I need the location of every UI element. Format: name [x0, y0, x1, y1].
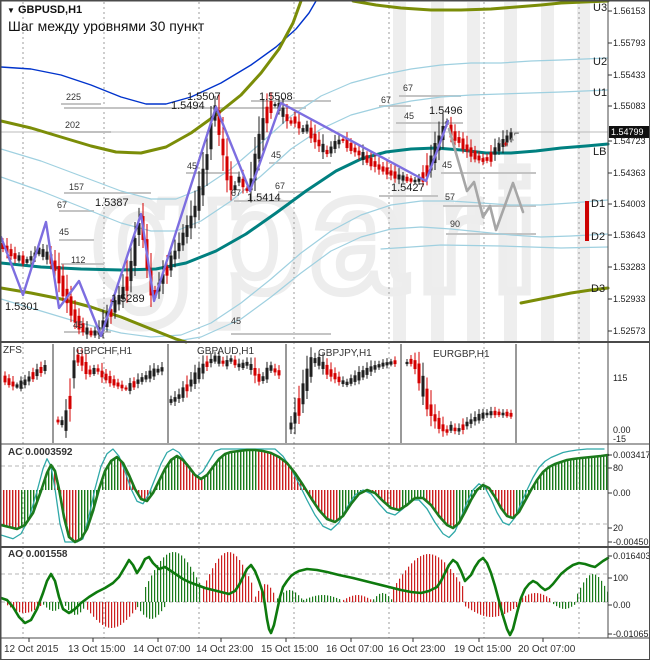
ac-axis-label: 80 [613, 463, 624, 473]
price-axis-label: 1.55793 [613, 38, 646, 48]
pip-distance-label: 67 [381, 95, 392, 105]
band-level-label: D3 [591, 283, 606, 295]
price-axis-label: 1.54003 [613, 199, 646, 209]
price-axis-label: 1.54723 [613, 136, 646, 146]
swing-price-label: 1.5496 [429, 105, 463, 117]
chart-title: GBPUSD,H1 [17, 4, 83, 16]
subchart-title: GBPCHF,H1 [76, 346, 133, 357]
pip-distance-label: 157 [69, 182, 85, 192]
ac-axis-label: 20 [613, 523, 624, 533]
price-axis-label: 1.55083 [613, 101, 646, 111]
swing-price-label: 1.5414 [247, 192, 281, 204]
time-axis-label: 14 Oct 23:00 [196, 644, 254, 655]
swing-price-label: 1.5289 [111, 293, 145, 305]
time-axis-label: 12 Oct 2015 [4, 644, 59, 655]
band-level-label: U3 [593, 2, 608, 14]
subchart-title: ZFS [3, 345, 22, 356]
swing-price-label: 1.5507 [187, 91, 221, 103]
price-axis-label: 1.53643 [613, 230, 646, 240]
band-level-label: LB [593, 146, 607, 158]
swing-price-label: 1.5387 [95, 197, 129, 209]
subchart-axis-label: 115 [613, 373, 628, 383]
time-axis-label: 15 Oct 15:00 [261, 644, 319, 655]
ac-indicator-label: AC 0.0003592 [8, 447, 73, 458]
band-level-label: U2 [593, 56, 608, 68]
ao-axis-label: 0.00 [613, 600, 631, 610]
ac-axis-label: 0.003417 [613, 450, 650, 460]
time-axis-label: 20 Oct 07:00 [518, 644, 576, 655]
forecast-mark: + [497, 136, 503, 146]
price-axis-label: 1.55433 [613, 70, 646, 80]
swing-price-label: 1.5301 [5, 301, 39, 313]
ao-axis-label: 100 [613, 573, 629, 583]
pip-distance-label: 45 [271, 150, 282, 160]
price-axis-label: 1.53283 [613, 262, 646, 272]
forecast-mark: + [503, 139, 509, 149]
swing-price-label: 1.5427 [391, 182, 425, 194]
time-axis-label: 16 Oct 07:00 [326, 644, 384, 655]
pip-distance-label: 45 [187, 161, 198, 171]
pip-distance-label: 202 [65, 120, 81, 130]
current-price-badge: 1.54799 [609, 126, 649, 138]
pip-distance-label: 90 [450, 219, 461, 229]
price-axis-label: 1.52933 [613, 294, 646, 304]
band-level-label: D2 [591, 231, 606, 243]
band-level-label: D1 [591, 198, 606, 210]
ao-axis-label: -0.01065 [613, 629, 649, 639]
time-axis-label: 16 Oct 23:00 [388, 644, 446, 655]
pip-distance-label: 45 [73, 320, 84, 330]
pip-distance-label: 67 [275, 181, 286, 191]
swing-price-label: 1.5494 [171, 100, 205, 112]
subchart-title: GBPJPY,H1 [318, 348, 372, 359]
price-axis-label: 1.52573 [613, 326, 646, 336]
pip-distance-label: 45 [59, 227, 70, 237]
broker-watermark-letter: p [201, 138, 305, 328]
subchart-title: GBPAUD,H1 [197, 346, 255, 357]
ao-axis-label: 0.016403 [613, 551, 650, 561]
broker-watermark-letter: a [311, 138, 407, 328]
forecast-mark: + [509, 135, 515, 145]
swing-price-label: 1.5508 [259, 91, 293, 103]
pip-distance-label: 45 [231, 316, 242, 326]
pip-distance-label: 57 [445, 192, 456, 202]
symbol-dropdown-arrow-icon[interactable]: ▼ [7, 6, 15, 15]
subchart-axis-label: -15 [613, 434, 627, 444]
price-axis-label: 1.54363 [613, 168, 646, 178]
ac-axis-label: -0.00450 [613, 537, 649, 547]
chart-annotation: Шаг между уровнями 30 пункт [8, 18, 205, 34]
ac-axis-label: 0.00 [613, 488, 631, 498]
time-axis-label: 13 Oct 15:00 [68, 644, 126, 655]
pip-distance-label: 67 [403, 83, 414, 93]
pip-distance-label: 45 [442, 160, 453, 170]
forecast-mark: ⌐ [514, 128, 520, 138]
pip-distance-label: 67 [57, 200, 68, 210]
pip-distance-label: 112 [71, 255, 86, 265]
time-axis-label: 14 Oct 07:00 [133, 644, 191, 655]
price-axis-label: 1.56153 [613, 6, 646, 16]
subchart-title: EURGBP,H1 [433, 349, 490, 360]
pip-distance-label: 45 [404, 111, 415, 121]
symbol-title-row[interactable]: ▼ GBPUSD,H1 [7, 5, 82, 16]
ao-indicator-label: AO 0.001558 [8, 549, 68, 560]
band-level-label: U1 [593, 87, 608, 99]
pip-distance-label: 225 [66, 92, 82, 102]
time-axis-label: 19 Oct 15:00 [454, 644, 512, 655]
pip-distance-label: 67 [231, 188, 242, 198]
subchart-axis-label: 0.00 [613, 425, 631, 435]
